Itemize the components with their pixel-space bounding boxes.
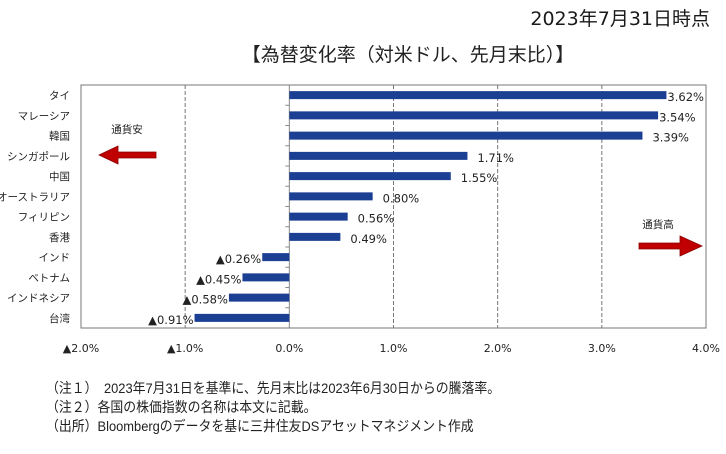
data-labels: 3.62% 3.54% 3.39% 1.71% 1.55% 0.80% 0.56% 0.49%… — [148, 90, 704, 327]
x-tick-label: 2.0% — [484, 342, 512, 355]
right-arrow-icon — [638, 235, 703, 257]
data-label: 3.54% — [659, 110, 696, 124]
fx-change-bar-chart: タイマレーシア韓国シンガポール中国オーストラリアフィリピン香港インドベトナムイン… — [0, 84, 720, 355]
x-tick-label: 1.0% — [380, 342, 408, 355]
bars — [194, 91, 667, 322]
data-label: 0.49% — [350, 232, 387, 246]
x-tick-label: ▲2.0% — [63, 342, 99, 355]
as-of-date: 2023年7月31日時点 — [530, 8, 710, 30]
bar-1 — [289, 91, 667, 100]
chart-title: 【為替変化率（対米ドル、先月末比）】 — [241, 44, 575, 66]
category-label: 台湾 — [49, 312, 70, 325]
bar-7 — [289, 212, 348, 221]
category-label: フィリピン — [18, 212, 70, 224]
bar-10 — [242, 273, 290, 282]
bar-6 — [289, 192, 373, 201]
currency-weak-label: 通貨安 — [111, 123, 143, 136]
grid-lines — [184, 84, 603, 329]
data-label: ▲0.45% — [196, 272, 241, 286]
bar-4 — [289, 151, 468, 160]
footnotes: （注１） 2023年7月31日を基準に、先月末比は2023年6月30日からの騰落… — [46, 379, 540, 436]
bar-12 — [194, 313, 290, 322]
plot-frame — [80, 84, 707, 329]
category-labels: タイマレーシア韓国シンガポール中国オーストラリアフィリピン香港インドベトナムイン… — [0, 90, 70, 325]
data-label: 1.55% — [461, 171, 498, 185]
bar-3 — [289, 131, 643, 140]
x-tick-label: ▲1.0% — [167, 342, 203, 355]
category-label: ベトナム — [28, 272, 70, 284]
data-label: ▲0.58% — [183, 293, 228, 307]
category-label: インドネシア — [7, 293, 70, 305]
data-label: 3.62% — [667, 90, 704, 104]
footnote-1: （注１） 2023年7月31日を基準に、先月末比は2023年6月30日からの騰落… — [46, 380, 501, 396]
bar-11 — [228, 293, 290, 302]
left-arrow-icon — [98, 145, 157, 165]
data-label: ▲0.91% — [148, 313, 193, 327]
data-label: 1.71% — [477, 151, 514, 165]
footnote-2: （注２）各国の株価指数の名称は本文に記載。 — [46, 399, 317, 415]
category-label: マレーシア — [18, 110, 70, 122]
category-label: タイ — [49, 90, 70, 102]
x-tick-labels: ▲2.0% ▲1.0% 0.0% 1.0% 2.0% 3.0% 4.0% — [63, 342, 720, 355]
x-tick-label: 4.0% — [692, 342, 720, 355]
data-label: 3.39% — [652, 131, 689, 145]
data-label: 0.56% — [358, 212, 395, 226]
currency-strong-label: 通貨高 — [642, 218, 674, 231]
category-label: 香港 — [49, 232, 70, 244]
category-label: シンガポール — [7, 151, 70, 163]
x-tick-label: 3.0% — [588, 342, 616, 355]
category-label: インド — [39, 252, 71, 264]
data-label: ▲0.26% — [216, 252, 261, 266]
data-label: 0.80% — [383, 191, 420, 205]
bar-5 — [289, 172, 451, 181]
bar-8 — [289, 232, 341, 241]
category-label: オーストラリア — [0, 191, 70, 203]
category-label: 中国 — [49, 170, 70, 183]
category-label: 韓国 — [49, 131, 70, 143]
footnote-source: （出所）Bloombergのデータを基に三井住友DSアセットマネジメント作成 — [46, 418, 474, 434]
bar-9 — [262, 253, 290, 262]
x-tick-label: 0.0% — [275, 342, 303, 355]
bar-2 — [289, 111, 659, 120]
